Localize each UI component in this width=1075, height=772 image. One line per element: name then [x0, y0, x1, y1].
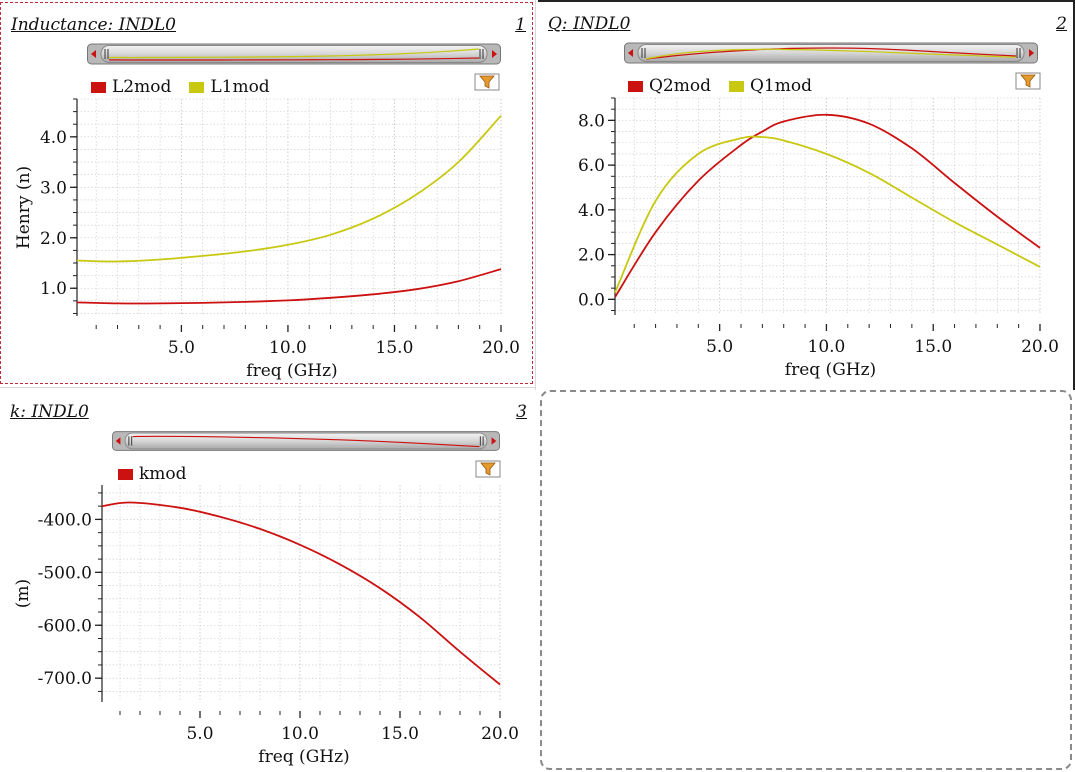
- panel-divider-horizontal: [0, 387, 535, 388]
- y-tick-label: 0.0: [578, 290, 605, 310]
- scroller-thumb: [100, 45, 488, 63]
- scroll-left-arrow-icon: [91, 50, 96, 58]
- scroller-thumb: [637, 44, 1025, 62]
- chart-legend: kmod: [118, 464, 187, 484]
- x-tick-label: 20.0: [482, 338, 520, 358]
- legend-swatch: [91, 81, 106, 93]
- legend-item-q2mod[interactable]: Q2mod: [628, 76, 711, 96]
- y-axis-label: Henry (n): [14, 166, 34, 249]
- scroller-preview-l2mod: [108, 57, 480, 61]
- scroller-preview-l1mod: [108, 48, 480, 59]
- x-tick-label: 5.0: [706, 337, 733, 357]
- line-chart: 1.0 2.0 3.0 4.0 5.0 10.0 15.0 20.0 freq (GHz) Hen…: [14, 98, 520, 381]
- filter-funnel-icon[interactable]: [1015, 72, 1041, 90]
- x-tick-label: 20.0: [1021, 337, 1059, 357]
- x-tick-label: 10.0: [281, 724, 319, 744]
- panel-number: 2: [1056, 14, 1067, 34]
- y-tick-label: 4.0: [578, 201, 605, 221]
- line-chart: 0.0 2.0 4.0 6.0 8.0 5.0 10.0 15.0 20.0 freq (GHz): [578, 97, 1059, 380]
- funnel-shape: [480, 462, 496, 476]
- legend-label: L2mod: [112, 77, 172, 97]
- series-line-l1mod: [76, 115, 502, 263]
- x-axis-label: freq (GHz): [246, 361, 337, 381]
- panel-title: Inductance: INDL0: [11, 15, 176, 35]
- chart-legend: Q2mod Q1mod: [628, 76, 812, 96]
- legend-swatch: [628, 80, 643, 92]
- scroll-left-arrow-icon: [628, 49, 633, 57]
- chart-panel-inductance[interactable]: Inductance: INDL0 1 L2mod L1mod 1.0 2.0 3.0…: [0, 2, 533, 384]
- line-chart: -400.0 -500.0 -600.0 -700.0 5.0 10.0 15.0 20.0 f…: [13, 485, 519, 767]
- legend-label: kmod: [139, 464, 187, 484]
- panel-number: 1: [515, 15, 526, 35]
- chart-panel-q[interactable]: Q: INDL0 2 Q2mod Q1mod 0.0 2.0 4.0 6.0 8.0 5.0…: [538, 2, 1073, 384]
- y-tick-label: -500.0: [38, 563, 92, 583]
- scroller-preview-kmod: [132, 435, 480, 448]
- scroll-right-arrow-icon: [491, 437, 497, 445]
- x-axis-label: freq (GHz): [258, 747, 349, 767]
- scroll-right-arrow-icon: [492, 50, 497, 58]
- panel-divider-vertical: [535, 0, 536, 390]
- series-line-q2mod: [614, 113, 1041, 298]
- x-tick-label: 10.0: [269, 338, 307, 358]
- series-line-q1mod: [614, 135, 1041, 293]
- x-tick-label: 15.0: [914, 337, 952, 357]
- window-frame-right: [1073, 0, 1075, 390]
- y-tick-label: -600.0: [38, 616, 92, 636]
- y-tick-label: 2.0: [40, 229, 67, 249]
- y-tick-label: 6.0: [578, 156, 605, 176]
- series-line-kmod: [101, 501, 501, 686]
- funnel-shape: [1020, 74, 1036, 88]
- scroll-right-arrow-icon: [1029, 49, 1034, 57]
- y-tick-label: 2.0: [578, 246, 605, 266]
- legend-swatch: [118, 468, 133, 480]
- series-line-l2mod: [76, 268, 502, 305]
- legend-item-q1mod[interactable]: Q1mod: [729, 76, 812, 96]
- legend-label: Q2mod: [649, 76, 711, 96]
- x-tick-label: 20.0: [481, 724, 519, 744]
- legend-item-kmod[interactable]: kmod: [118, 464, 187, 484]
- scroller-preview-q2mod: [645, 47, 1017, 60]
- y-tick-label: 8.0: [578, 111, 605, 131]
- funnel-shape: [479, 75, 495, 89]
- panel-number: 3: [516, 402, 527, 422]
- y-tick-label: 4.0: [40, 128, 67, 148]
- y-tick-label: 1.0: [40, 279, 67, 299]
- legend-item-l1mod[interactable]: L1mod: [189, 77, 270, 97]
- y-tick-label: -700.0: [38, 669, 92, 689]
- x-tick-label: 15.0: [376, 338, 414, 358]
- y-tick-label: 3.0: [40, 178, 67, 198]
- x-tick-label: 5.0: [168, 338, 195, 358]
- y-axis-label: (m): [13, 579, 33, 608]
- x-tick-label: 5.0: [186, 724, 213, 744]
- chart-panel-k[interactable]: k: INDL0 3 kmod -400.0 -500.0 -600.0 -700.0…: [0, 390, 533, 772]
- x-axis-label: freq (GHz): [785, 360, 876, 380]
- panel-title: Q: INDL0: [548, 14, 631, 34]
- legend-swatch: [729, 80, 744, 92]
- filter-funnel-icon[interactable]: [474, 73, 500, 91]
- legend-label: Q1mod: [750, 76, 812, 96]
- y-tick-label: -400.0: [38, 510, 92, 530]
- range-scroller[interactable]: [112, 430, 500, 452]
- scroll-left-arrow-icon: [115, 437, 121, 445]
- filter-funnel-icon[interactable]: [475, 460, 501, 478]
- panel-title: k: INDL0: [10, 402, 89, 422]
- window-frame-top: [538, 0, 1075, 2]
- legend-swatch: [189, 81, 205, 93]
- scroller-preview-q1mod: [645, 48, 1017, 60]
- x-tick-label: 15.0: [381, 724, 419, 744]
- chart-legend: L2mod L1mod: [91, 77, 270, 97]
- legend-item-l2mod[interactable]: L2mod: [91, 77, 171, 97]
- legend-label: L1mod: [210, 77, 270, 97]
- empty-chart-slot[interactable]: [540, 390, 1072, 770]
- range-scroller[interactable]: [87, 43, 501, 65]
- range-scroller[interactable]: [624, 42, 1038, 64]
- x-tick-label: 10.0: [808, 337, 846, 357]
